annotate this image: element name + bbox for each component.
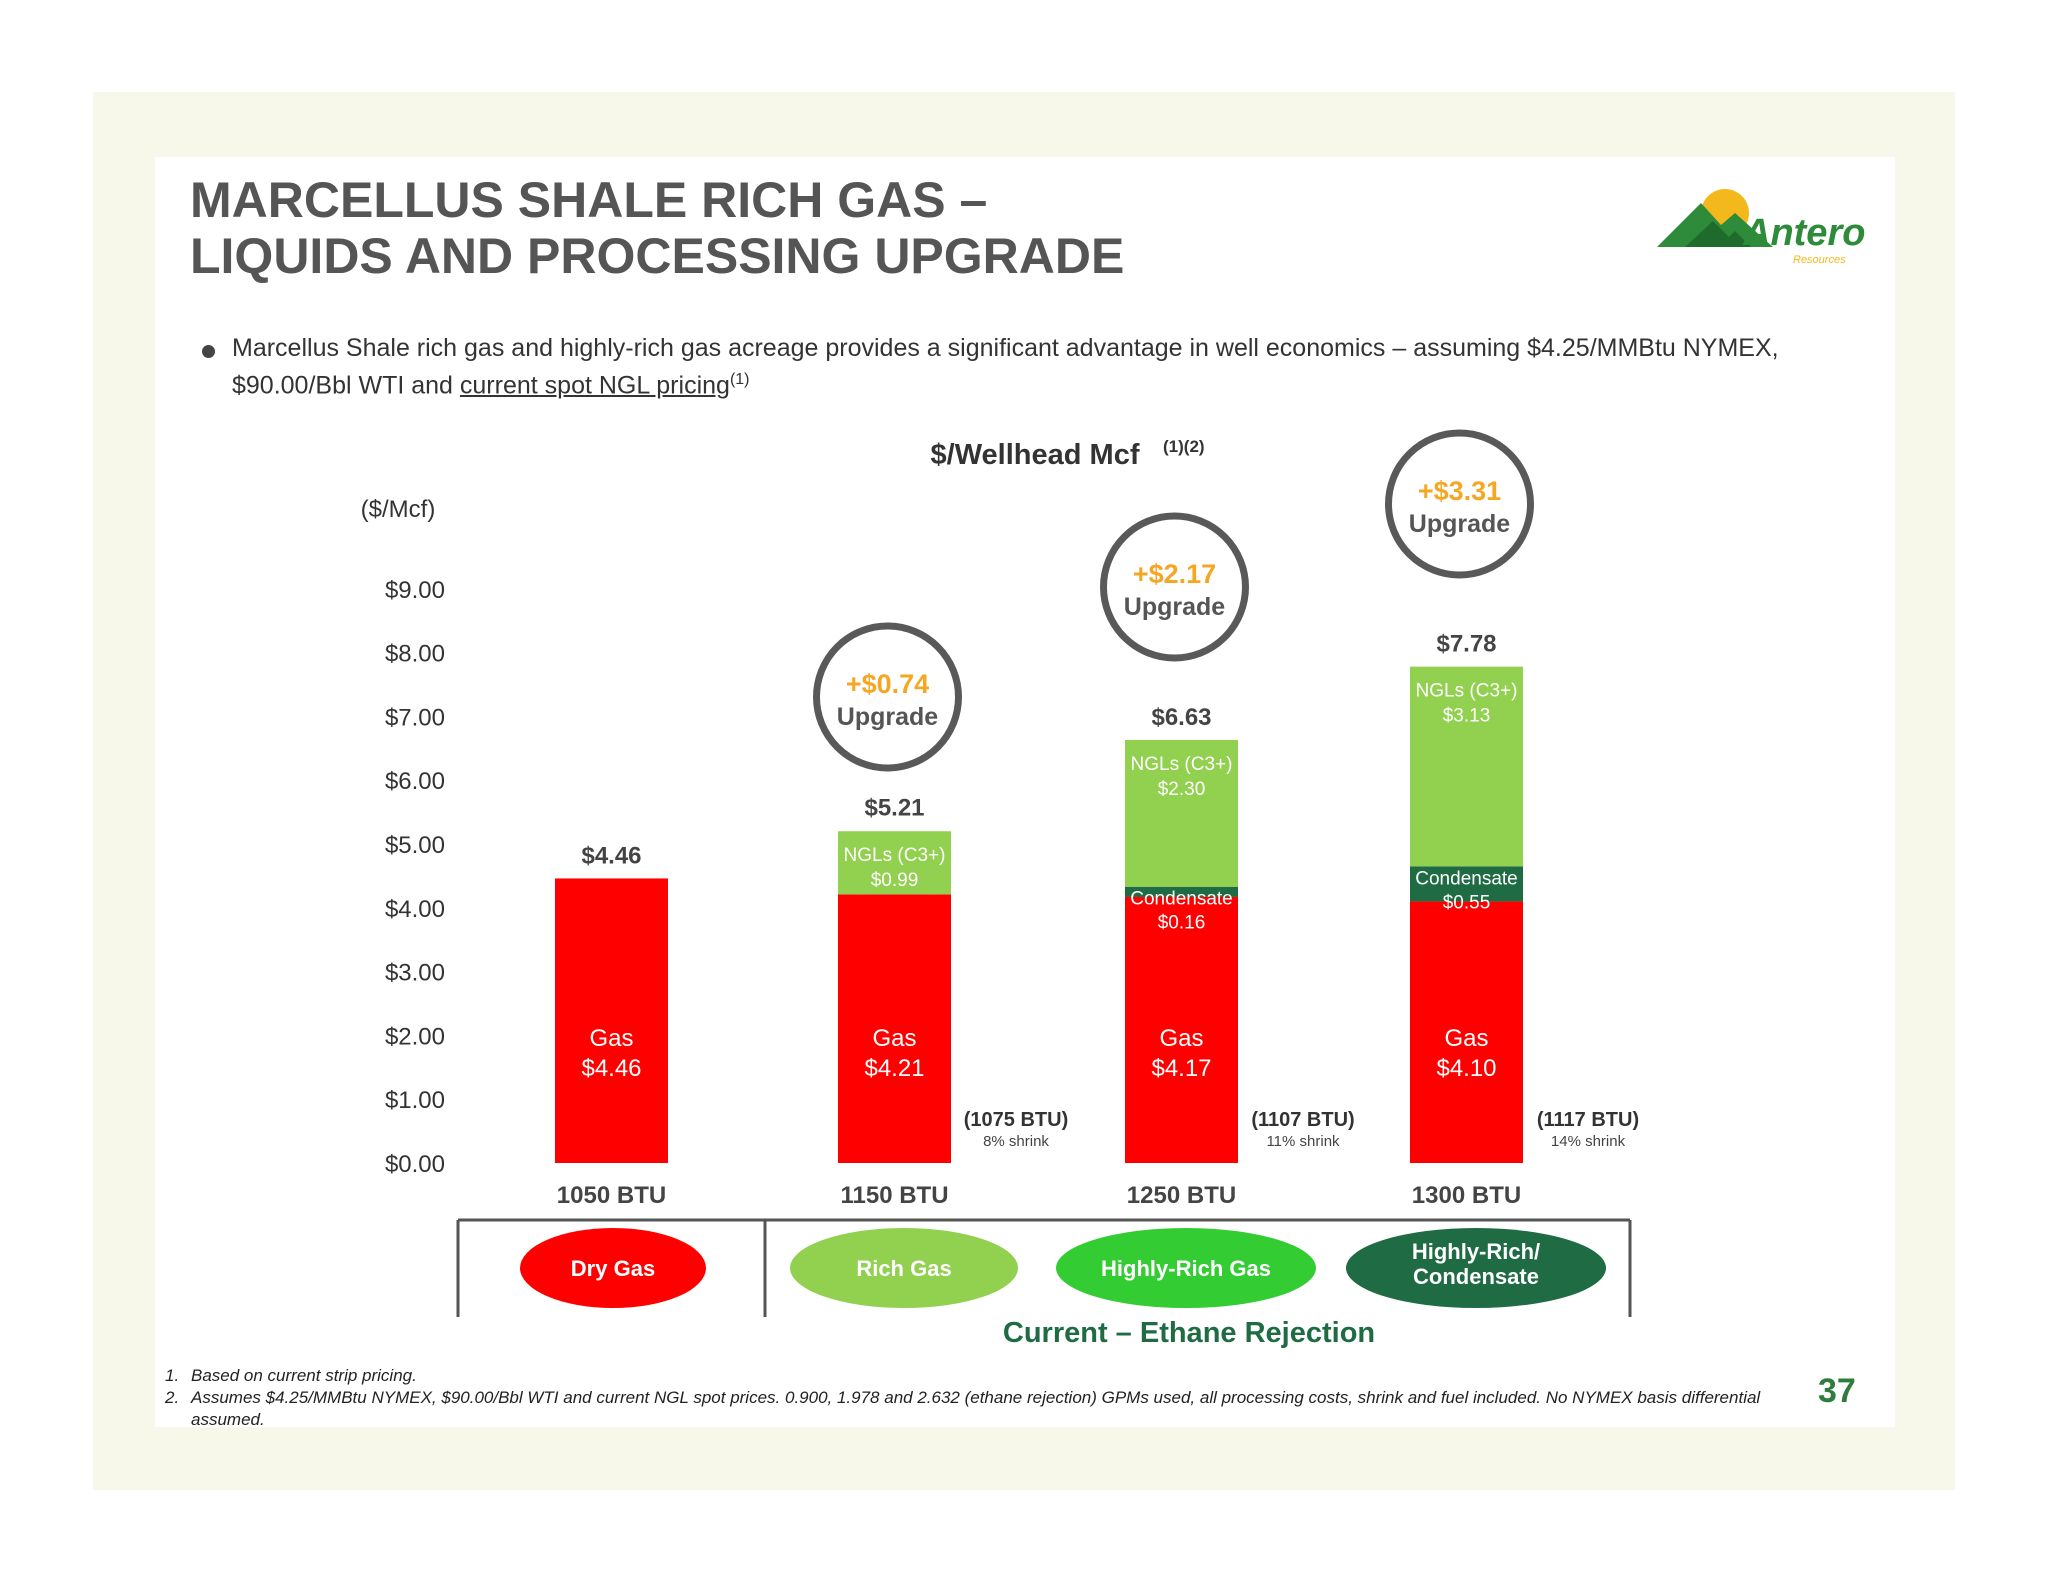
slide-title: MARCELLUS SHALE RICH GAS – LIQUIDS AND P… bbox=[190, 172, 1124, 284]
y-tick-label: $5.00 bbox=[385, 832, 445, 859]
segment-value-label: $0.55 bbox=[1443, 892, 1491, 913]
segment-series-label: Gas bbox=[1159, 1025, 1203, 1052]
shrink-percent-label: 8% shrink bbox=[983, 1133, 1049, 1150]
upgrade-value: +$3.31 bbox=[1418, 476, 1501, 506]
shrink-percent-label: 14% shrink bbox=[1551, 1133, 1626, 1150]
y-tick-label: $2.00 bbox=[385, 1023, 445, 1050]
y-axis-label: ($/Mcf) bbox=[361, 496, 436, 523]
y-tick-label: $3.00 bbox=[385, 960, 445, 987]
bar-segment-ngls-c3- bbox=[1125, 740, 1238, 887]
y-tick-label: $4.00 bbox=[385, 896, 445, 923]
bracket-label: Current – Ethane Rejection bbox=[1003, 1317, 1375, 1349]
segment-series-label: Condensate bbox=[1130, 889, 1232, 910]
bar-segment-condensate bbox=[1410, 866, 1523, 902]
bar-total-label: $7.78 bbox=[1436, 631, 1496, 658]
footnotes: 1. Based on current strip pricing. 2. As… bbox=[165, 1365, 1805, 1431]
ngl-pricing-link[interactable]: current spot NGL pricing bbox=[459, 371, 730, 400]
upgrade-badge bbox=[813, 622, 962, 772]
gas-type-label: Highly-Rich Gas bbox=[1101, 1256, 1271, 1281]
y-tick-label: $6.00 bbox=[385, 768, 445, 795]
logo-wordmark: Antero bbox=[1742, 212, 1865, 254]
footnote-1: 1. Based on current strip pricing. bbox=[165, 1365, 1805, 1387]
footnote-text: Assumes $4.25/MMBtu NYMEX, $90.00/Bbl WT… bbox=[191, 1388, 1761, 1429]
gas-type-label: Condensate bbox=[1413, 1264, 1539, 1289]
bar-segment-gas bbox=[555, 878, 668, 1163]
footnote-number: 1. bbox=[165, 1366, 180, 1385]
wellhead-value-chart: $/Wellhead Mcf (1)(2) ($/Mcf) $0.00 $1.00 $2.… bbox=[361, 429, 1639, 1349]
footnote-text: Based on current strip pricing. bbox=[191, 1366, 417, 1385]
x-category-label: 1300 BTU bbox=[1412, 1182, 1521, 1209]
bar-total-label: $5.21 bbox=[864, 795, 924, 822]
logo-subtext: Resources bbox=[1793, 254, 1846, 266]
shrink-btu-label: (1107 BTU) bbox=[1251, 1109, 1354, 1131]
upgrade-value: +$2.17 bbox=[1133, 559, 1216, 589]
segment-series-label: NGLs (C3+) bbox=[1416, 681, 1518, 702]
x-category-label: 1050 BTU bbox=[557, 1182, 666, 1209]
bar-total-label: $6.63 bbox=[1151, 704, 1211, 731]
bar-segment-ngls-c3- bbox=[1410, 666, 1523, 867]
upgrade-badge bbox=[1385, 429, 1534, 579]
footnote-number: 2. bbox=[165, 1388, 180, 1407]
gas-type-label: Dry Gas bbox=[571, 1256, 655, 1281]
segment-value-label: $4.17 bbox=[1151, 1055, 1211, 1082]
segment-series-label: Condensate bbox=[1415, 868, 1517, 889]
segment-series-label: NGLs (C3+) bbox=[844, 845, 946, 866]
bullet-point: Marcellus Shale rich gas and highly-rich… bbox=[202, 332, 1842, 401]
segment-value-label: $4.21 bbox=[864, 1055, 924, 1082]
x-category-label: 1150 BTU bbox=[840, 1182, 948, 1209]
segment-value-label: $4.10 bbox=[1436, 1055, 1496, 1082]
mountain-shadow-icon bbox=[1685, 221, 1751, 247]
gas-type-label: Highly-Rich/ bbox=[1412, 1239, 1540, 1264]
segment-series-label: Gas bbox=[589, 1025, 633, 1052]
bar-segment-gas bbox=[1125, 896, 1238, 1163]
bar-total-label: $4.46 bbox=[581, 842, 641, 869]
slide-canvas bbox=[155, 157, 1895, 1427]
shrink-btu-label: (1117 BTU) bbox=[1537, 1109, 1639, 1131]
antero-logo: Antero Resources bbox=[1657, 189, 1865, 266]
segment-series-label: NGLs (C3+) bbox=[1131, 754, 1233, 775]
bar-segment-gas bbox=[1410, 901, 1523, 1163]
y-tick-label: $9.00 bbox=[385, 577, 445, 604]
upgrade-label: Upgrade bbox=[1124, 593, 1226, 621]
gas-type-label: Rich Gas bbox=[856, 1256, 951, 1281]
y-tick-label: $8.00 bbox=[385, 641, 445, 668]
gas-type-oval bbox=[790, 1228, 1018, 1308]
segment-value-label: $3.13 bbox=[1443, 706, 1491, 727]
page-number: 37 bbox=[1818, 1372, 1856, 1410]
segment-value-label: $2.30 bbox=[1158, 779, 1206, 800]
footnote-2: 2. Assumes $4.25/MMBtu NYMEX, $90.00/Bbl… bbox=[165, 1387, 1805, 1431]
segment-series-label: Gas bbox=[1444, 1025, 1488, 1052]
title-line-2: LIQUIDS AND PROCESSING UPGRADE bbox=[190, 228, 1125, 284]
segment-value-label: $0.16 bbox=[1158, 913, 1206, 934]
gas-type-oval bbox=[520, 1228, 706, 1308]
gas-type-oval bbox=[1056, 1228, 1316, 1308]
upgrade-badge bbox=[1100, 512, 1249, 662]
title-line-1: MARCELLUS SHALE RICH GAS – bbox=[190, 172, 988, 228]
bar-segment-condensate bbox=[1125, 886, 1238, 897]
chart-title-sup: (1)(2) bbox=[1163, 437, 1205, 456]
shrink-btu-label: (1075 BTU) bbox=[964, 1109, 1068, 1131]
segment-series-label: Gas bbox=[872, 1025, 916, 1052]
upgrade-label: Upgrade bbox=[837, 703, 939, 731]
x-category-label: 1250 BTU bbox=[1127, 1182, 1236, 1209]
segment-value-label: $0.99 bbox=[871, 870, 919, 891]
upgrade-value: +$0.74 bbox=[846, 669, 929, 699]
bullet-footnote-ref: (1) bbox=[729, 371, 750, 388]
segment-value-label: $4.46 bbox=[581, 1055, 641, 1082]
y-tick-label: $7.00 bbox=[385, 704, 445, 731]
bullet-text: Marcellus Shale rich gas and highly-rich… bbox=[232, 334, 1779, 400]
bar-segment-gas bbox=[838, 894, 951, 1163]
upgrade-label: Upgrade bbox=[1409, 510, 1511, 538]
shrink-percent-label: 11% shrink bbox=[1266, 1133, 1340, 1150]
y-tick-label: $0.00 bbox=[385, 1151, 445, 1178]
gas-type-oval bbox=[1346, 1228, 1606, 1308]
bullet-icon bbox=[202, 345, 215, 358]
y-tick-label: $1.00 bbox=[385, 1087, 445, 1114]
chart-title: $/Wellhead Mcf bbox=[931, 439, 1140, 471]
bar-segment-ngls-c3- bbox=[838, 831, 951, 895]
bullet-text-block: Marcellus Shale rich gas and highly-rich… bbox=[232, 332, 1842, 401]
